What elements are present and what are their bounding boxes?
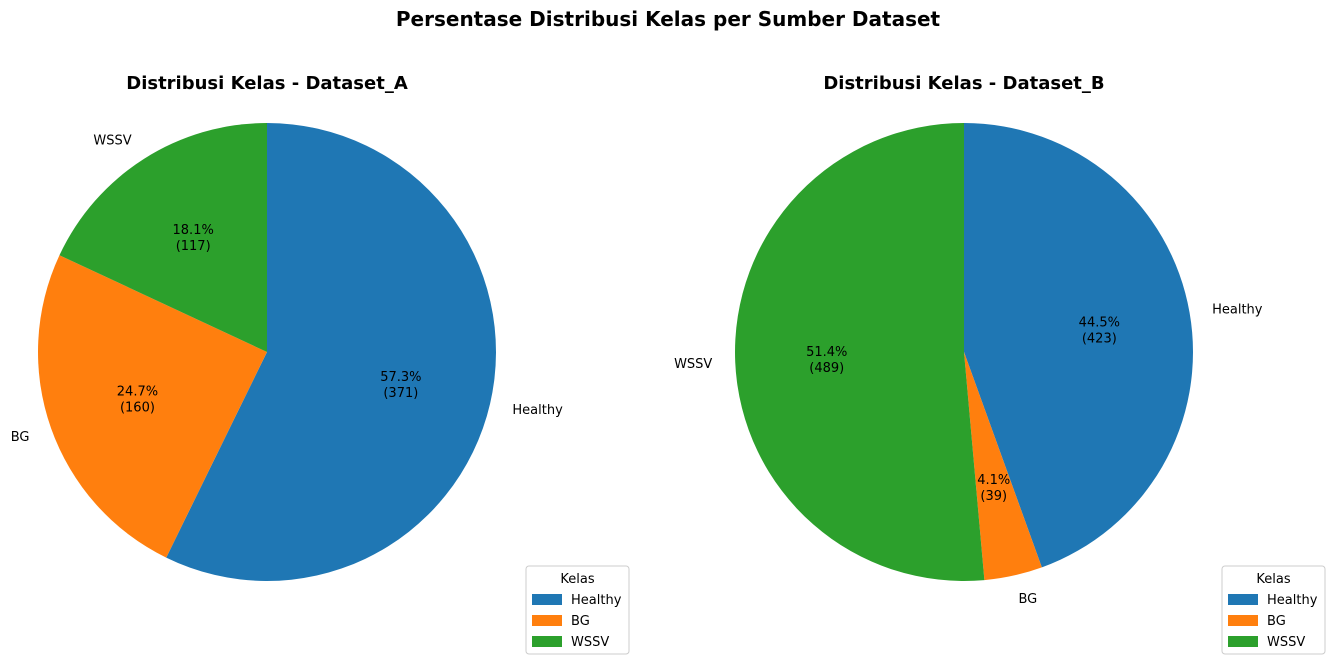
pie-chart-dataset-a: Distribusi Kelas - Dataset_A 57.3%(371) H… [11, 73, 630, 655]
slice-percent-label: 24.7% [117, 385, 158, 400]
pie-slice-healthy [166, 123, 496, 581]
slice-count-label: (371) [383, 386, 418, 401]
slice-category-label-healthy: Healthy [1212, 303, 1263, 318]
legend-swatch-healthy [1228, 594, 1258, 605]
slice-category-label-wssv: WSSV [674, 357, 712, 372]
pie-slice-bg [38, 255, 268, 558]
pie-slices [38, 123, 496, 581]
slice-percent-label: 57.3% [380, 370, 421, 385]
legend-entry-bg: BG [1267, 614, 1286, 629]
legend-swatch-wssv [1228, 636, 1258, 647]
legend-frame [525, 565, 630, 655]
slice-count-label: (423) [1082, 331, 1117, 346]
pie-labels: 57.3%(371) Healthy 24.7%(160) BG 18.1%(117) W… [11, 134, 563, 445]
legend-frame [1221, 565, 1326, 655]
slice-category-label-wssv: WSSV [93, 134, 131, 149]
slice-category-label-bg: BG [11, 430, 30, 445]
pie-slice-wssv [735, 123, 985, 581]
chart-title: Distribusi Kelas - Dataset_B [823, 73, 1104, 94]
slice-percent-label: 4.1% [977, 473, 1010, 488]
pie-labels: 44.5%(423) Healthy 4.1%(39) BG 51.4%(489) WSS… [674, 303, 1263, 607]
slice-count-label: (39) [980, 489, 1007, 504]
legend-entry-wssv: WSSV [571, 635, 609, 650]
legend-swatch-bg [1228, 615, 1258, 626]
slice-category-label-healthy: Healthy [512, 403, 563, 418]
slice-count-label: (489) [809, 361, 844, 376]
legend-entry-healthy: Healthy [1267, 593, 1318, 608]
pie-chart-dataset-b: Distribusi Kelas - Dataset_B 44.5%(423) H… [674, 73, 1326, 655]
figure-title: Persentase Distribusi Kelas per Sumber D… [396, 7, 941, 31]
legend-swatch-wssv [532, 636, 562, 647]
pie-slice-wssv [59, 123, 268, 352]
legend-title: Kelas [1256, 572, 1290, 587]
slice-percent-label: 44.5% [1079, 315, 1120, 330]
chart-title: Distribusi Kelas - Dataset_A [126, 73, 408, 94]
legend-title: Kelas [560, 572, 594, 587]
slice-count-label: (117) [176, 239, 211, 254]
legend-swatch-healthy [532, 594, 562, 605]
legend-entry-healthy: Healthy [571, 593, 622, 608]
slice-percent-label: 18.1% [173, 223, 214, 238]
pie-slice-healthy [964, 123, 1193, 568]
slice-percent-label: 51.4% [806, 345, 847, 360]
slice-count-label: (160) [120, 401, 155, 416]
legend-entry-bg: BG [571, 614, 590, 629]
legend: Kelas Healthy BG WSSV [525, 565, 630, 655]
legend-entry-wssv: WSSV [1267, 635, 1305, 650]
pie-slice-bg [964, 352, 1042, 581]
legend-swatch-bg [532, 615, 562, 626]
legend: Kelas Healthy BG WSSV [1221, 565, 1326, 655]
slice-category-label-bg: BG [1018, 592, 1037, 607]
pie-slices [735, 123, 1193, 581]
